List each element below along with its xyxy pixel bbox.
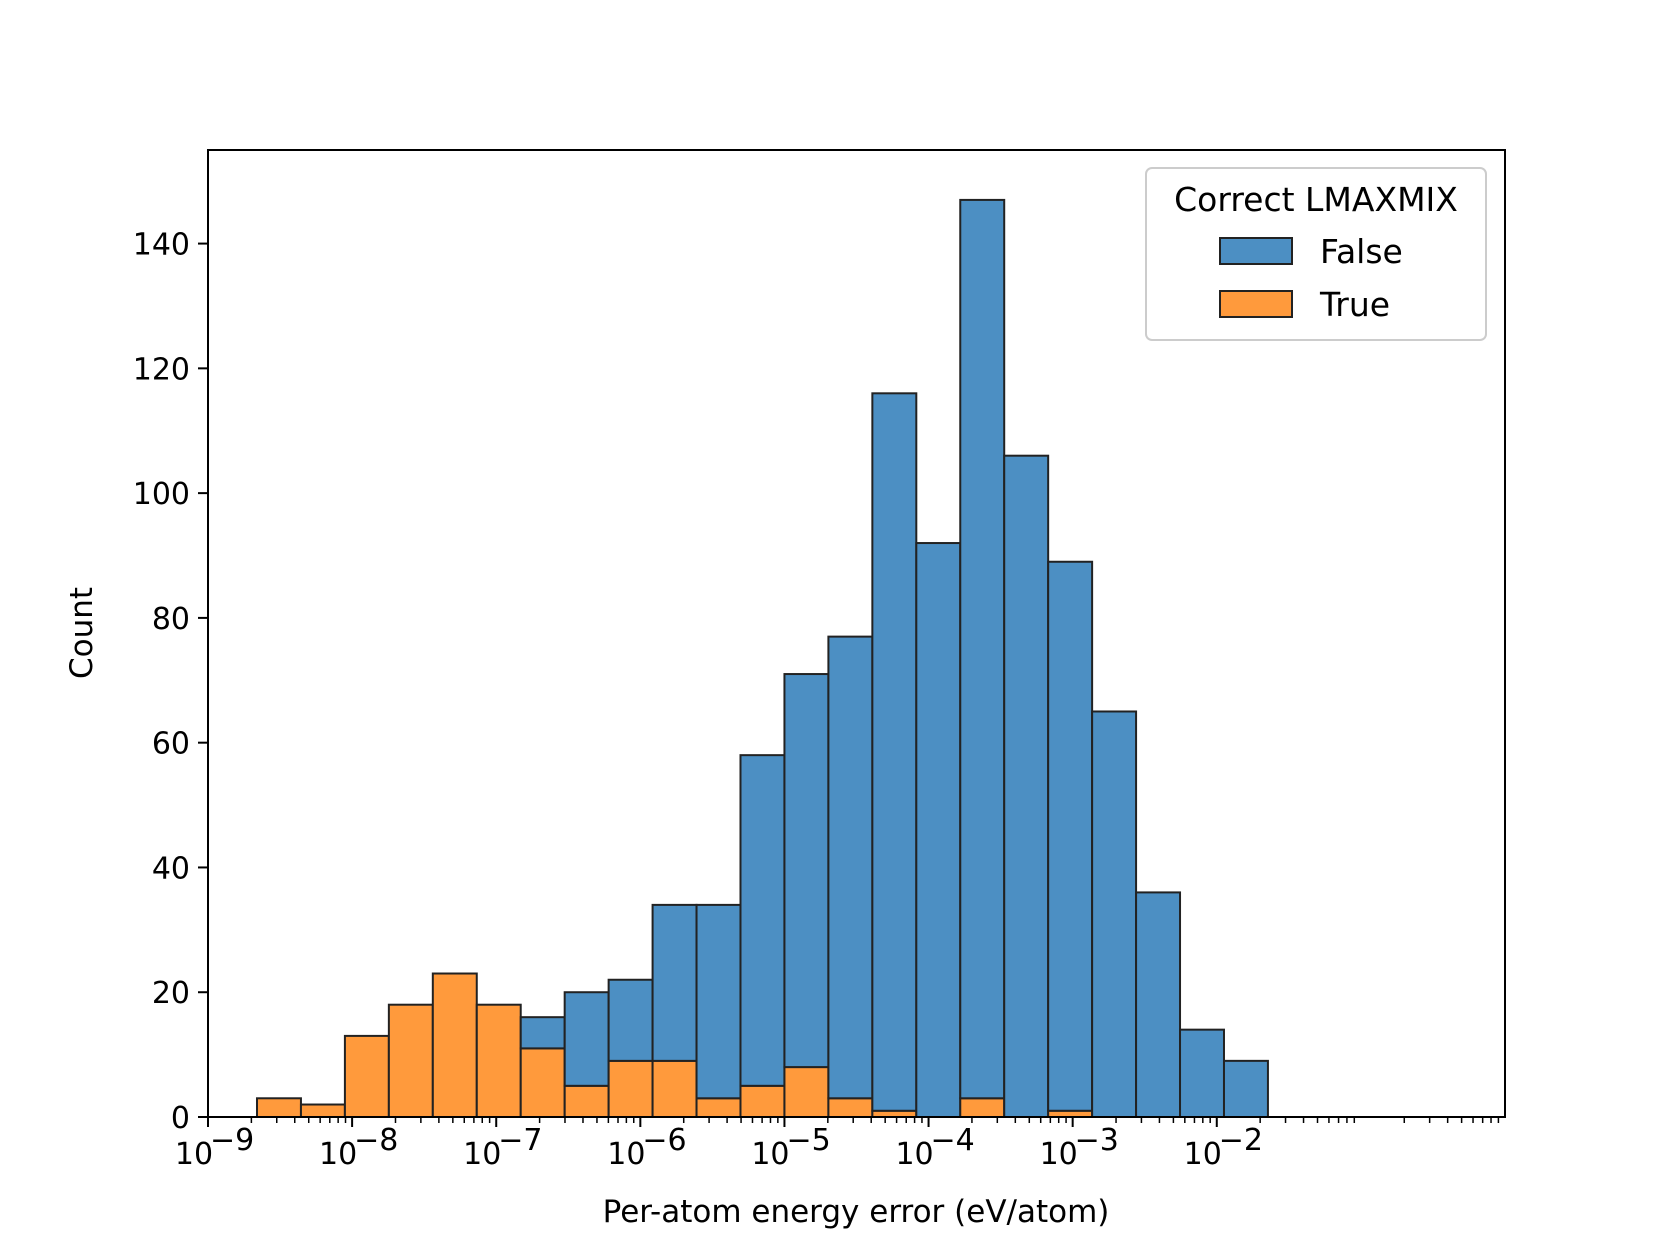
bar-false-bin-6: [519, 1016, 566, 1050]
x-tick-label: 10: [319, 1137, 357, 1172]
bar-false-bin-8: [607, 978, 654, 1062]
legend: Correct LMAXMIX False True: [1145, 167, 1487, 341]
legend-swatch-false: [1219, 237, 1293, 265]
bar-false-bin-13: [827, 635, 874, 1100]
legend-label-true: True: [1319, 285, 1390, 324]
x-axis-label: Per-atom energy error (eV/atom): [603, 1194, 1110, 1230]
x-tick-exponent: −5: [786, 1123, 830, 1158]
y-tick-label: 20: [152, 976, 190, 1011]
x-tick-exponent: −3: [1075, 1123, 1119, 1158]
x-axis-ticks: 10−9 10−8 10−7 10−6 10−5 10−4 10−3 10−2: [175, 1117, 1500, 1172]
x-tick-label: 10: [175, 1137, 213, 1172]
bar-true-bin-1: [299, 1103, 346, 1119]
bar-true-bin-9: [651, 1059, 698, 1118]
x-tick-label: 10: [1184, 1137, 1222, 1172]
bar-true-bin-8: [607, 1059, 654, 1118]
bar-false-bin-9: [651, 903, 698, 1062]
y-axis-ticks: 0 20 40 60 80 100 120 140: [133, 228, 208, 1136]
legend-swatch-true: [1219, 290, 1293, 318]
bar-false-bin-20: [1135, 891, 1182, 1118]
bar-false-bin-10: [695, 903, 742, 1100]
x-tick-label: 10: [607, 1137, 645, 1172]
bar-false-bin-19: [1091, 710, 1138, 1119]
x-tick-exponent: −7: [498, 1123, 542, 1158]
bar-false-bin-17: [1003, 454, 1050, 1118]
x-tick-exponent: −9: [210, 1123, 254, 1158]
y-tick-label: 100: [133, 477, 190, 512]
bar-false-bin-16: [959, 198, 1006, 1100]
bar-false-bin-18: [1047, 560, 1094, 1112]
bar-true-bin-3: [387, 1003, 434, 1119]
x-tick-label: 10: [463, 1137, 501, 1172]
bar-true-bin-12: [783, 1066, 830, 1119]
y-tick-label: 60: [152, 727, 190, 762]
bar-false-bin-11: [739, 754, 786, 1087]
x-tick-exponent: −2: [1219, 1123, 1263, 1158]
bar-true-bin-4: [431, 972, 478, 1119]
x-tick-label: 10: [1040, 1137, 1078, 1172]
legend-title: Correct LMAXMIX: [1174, 180, 1458, 219]
bar-false-bin-21: [1179, 1028, 1225, 1119]
bar-true-bin-11: [739, 1084, 786, 1118]
y-tick-label: 140: [133, 228, 190, 263]
y-tick-label: 120: [133, 352, 190, 387]
y-tick-label: 40: [152, 851, 190, 886]
bar-false-bin-7: [563, 991, 610, 1087]
bar-true-bin-5: [475, 1003, 522, 1119]
x-tick-exponent: −6: [642, 1123, 686, 1158]
bar-false-bin-22: [1222, 1059, 1269, 1118]
x-tick-exponent: −8: [354, 1123, 398, 1158]
bar-false-bin-14: [871, 392, 918, 1112]
bar-true-bin-10: [695, 1097, 742, 1118]
legend-label-false: False: [1320, 232, 1403, 271]
bar-true-bin-7: [563, 1084, 610, 1118]
bars-group: [255, 198, 1269, 1119]
y-axis-label: Count: [64, 587, 100, 679]
bar-false-bin-15: [915, 542, 962, 1118]
x-tick-exponent: −4: [931, 1123, 975, 1158]
x-tick-label: 10: [895, 1137, 933, 1172]
y-tick-label: 0: [171, 1101, 190, 1136]
bar-true-bin-16: [959, 1097, 1006, 1118]
bar-true-bin-2: [343, 1034, 390, 1118]
bar-true-bin-6: [519, 1047, 566, 1118]
y-tick-label: 80: [152, 602, 190, 637]
plot-area-frame: [207, 149, 1506, 1118]
bar-true-bin-0: [255, 1097, 302, 1118]
x-tick-label: 10: [751, 1137, 789, 1172]
bar-false-bin-12: [783, 673, 830, 1069]
bar-true-bin-13: [827, 1097, 874, 1118]
